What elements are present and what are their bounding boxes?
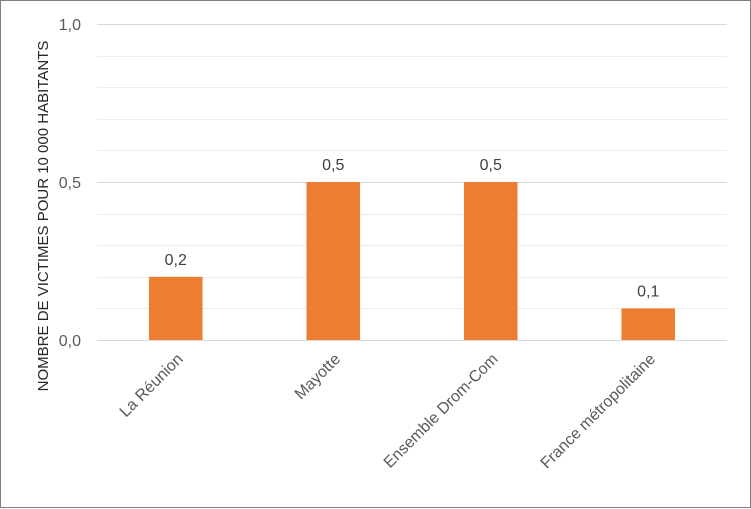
bar: [306, 182, 361, 340]
data-label: 0,5: [322, 157, 344, 174]
category-label: La Réunion: [117, 351, 187, 421]
category-labels: La Réunion Mayotte Ensemble Drom-Com France…: [117, 351, 659, 473]
bars: [148, 182, 676, 340]
data-labels: 0,2 0,5 0,5 0,1: [165, 157, 660, 300]
y-tick-label: 0,0: [59, 333, 81, 350]
bar: [148, 276, 203, 340]
category-label: France métropolitaine: [538, 351, 660, 473]
category-label: Ensemble Drom-Com: [381, 351, 502, 472]
data-label: 0,5: [480, 157, 502, 174]
data-label: 0,2: [165, 252, 187, 269]
y-axis-ticks: 0,0 0,5 1,0: [59, 17, 81, 350]
bar: [463, 182, 518, 340]
y-tick-label: 1,0: [59, 17, 81, 34]
bar: [621, 308, 676, 340]
category-label: Mayotte: [292, 351, 344, 403]
y-axis-label: NOMBRE DE VICTIMES POUR 10 000 HABITANTS: [35, 41, 52, 392]
y-tick-label: 0,5: [59, 175, 81, 192]
data-label: 0,1: [637, 283, 659, 300]
